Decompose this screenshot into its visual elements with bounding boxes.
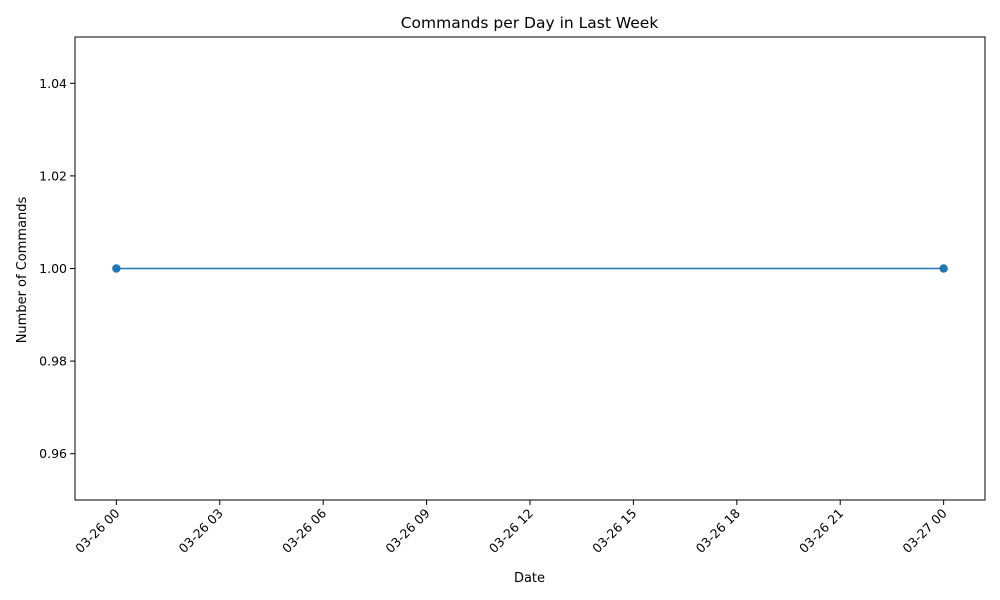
y-axis-label: Number of Commands: [15, 196, 30, 343]
chart-title: Commands per Day in Last Week: [401, 14, 659, 32]
y-tick-label: 0.96: [39, 446, 67, 461]
y-tick-label: 1.04: [39, 76, 67, 91]
data-point: [939, 264, 948, 273]
data-point: [112, 264, 121, 273]
y-tick-label: 1.00: [39, 261, 67, 276]
x-axis-label: Date: [514, 571, 545, 586]
y-axis-ticks: 0.96 0.98 1.00 1.02 1.04: [39, 76, 75, 461]
series-layer: [112, 264, 948, 273]
y-tick-label: 1.02: [39, 168, 67, 183]
y-tick-label: 0.98: [39, 354, 67, 369]
